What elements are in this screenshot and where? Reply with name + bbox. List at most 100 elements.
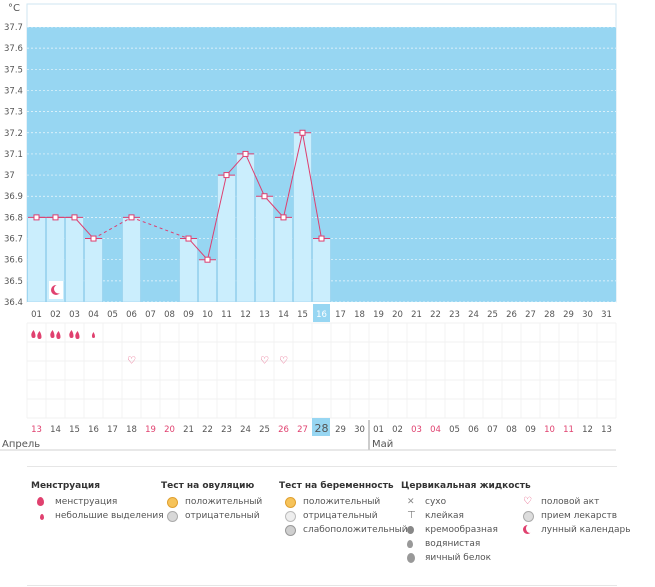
calendar-date-label: 26 bbox=[278, 425, 289, 435]
calendar-date-label: 06 bbox=[468, 425, 479, 435]
legend-item: ✕ сухо bbox=[401, 495, 531, 509]
legend-label: положительный bbox=[185, 497, 263, 507]
calendar-date-label: 04 bbox=[430, 425, 441, 435]
cycle-day-label: 04 bbox=[88, 310, 99, 320]
cycle-day-label: 30 bbox=[582, 310, 593, 320]
cycle-day-label: 02 bbox=[50, 310, 61, 320]
cycle-day-label: 06 bbox=[126, 310, 137, 320]
y-tick-label: 36.5 bbox=[4, 277, 23, 287]
y-tick-label: 36.9 bbox=[4, 192, 23, 202]
calendar-date-label: 10 bbox=[544, 425, 555, 435]
menstruation-drop-icon bbox=[75, 331, 80, 339]
legend-item: кремообразная bbox=[401, 523, 531, 537]
temperature-line-segment bbox=[74, 217, 94, 239]
legend-item: слабоположительный bbox=[279, 523, 408, 537]
legend-pregnancy-title: Тест на беременность bbox=[279, 481, 394, 491]
temperature-bar bbox=[122, 217, 141, 303]
y-unit-label: °C bbox=[8, 3, 20, 14]
calendar-date-label: 25 bbox=[259, 425, 270, 435]
drop-icon bbox=[37, 497, 47, 507]
cycle-day-label: 11 bbox=[221, 310, 232, 320]
legend-item: лунный календарь bbox=[517, 523, 631, 537]
temperature-point bbox=[71, 214, 78, 221]
temperature-bar bbox=[217, 174, 236, 303]
legend-item: отрицательный bbox=[279, 509, 408, 523]
calendar-date-label: 19 bbox=[145, 425, 156, 435]
calendar-date-label: 18 bbox=[126, 425, 137, 435]
legend-cervical-title: Цервикальная жидкость bbox=[401, 481, 531, 491]
small-drop-icon bbox=[37, 511, 47, 521]
y-tick-label: 37.6 bbox=[4, 44, 23, 54]
y-tick-label: 36.8 bbox=[4, 213, 23, 223]
temperature-bar bbox=[84, 238, 103, 303]
temperature-bar bbox=[312, 238, 331, 303]
cycle-day-label: 03 bbox=[69, 310, 80, 320]
temperature-bar bbox=[236, 153, 255, 303]
temperature-point bbox=[223, 172, 230, 179]
cycle-day-label: 25 bbox=[487, 310, 498, 320]
calendar-date-label: 11 bbox=[563, 425, 574, 435]
calendar-date-label: 05 bbox=[449, 425, 460, 435]
calendar-date-label: 29 bbox=[335, 425, 346, 435]
legend-label: прием лекарств bbox=[541, 511, 618, 521]
legend-label: отрицательный bbox=[303, 511, 378, 521]
pregnancy-negative-icon bbox=[285, 511, 296, 522]
temperature-point bbox=[128, 214, 135, 221]
legend-label: яичный белок bbox=[425, 553, 492, 563]
calendar-date-label: 24 bbox=[240, 425, 251, 435]
creamy-icon bbox=[407, 525, 417, 535]
calendar-date-label: 14 bbox=[50, 425, 61, 435]
menstruation-drop-icon bbox=[37, 331, 42, 339]
cycle-day-label: 09 bbox=[183, 310, 194, 320]
heart-icon: ♡ bbox=[279, 356, 288, 367]
temperature-bar bbox=[27, 217, 46, 303]
cycle-day-label: 22 bbox=[430, 310, 441, 320]
cycle-day-label: 05 bbox=[107, 310, 118, 320]
legend-cervical: Цервикальная жидкость ✕ сухо ⊤ клейкая кре… bbox=[401, 481, 531, 565]
temperature-line-segment bbox=[283, 132, 303, 218]
legend-item: ⊤ клейкая bbox=[401, 509, 531, 523]
cycle-day-label: 10 bbox=[202, 310, 213, 320]
legend-item: небольшие выделения bbox=[31, 509, 164, 523]
cycle-day-label: 14 bbox=[278, 310, 289, 320]
menstruation-drop-icon bbox=[69, 330, 74, 338]
legend-menstruation: Менструация менструация небольшие выделе… bbox=[31, 481, 164, 523]
calendar-date-label: 16 bbox=[88, 425, 99, 435]
temperature-line-segment bbox=[188, 238, 208, 261]
legend-ovulation: Тест на овуляцию положительный отрицател… bbox=[161, 481, 262, 523]
temperature-bar bbox=[255, 195, 274, 303]
temperature-point bbox=[261, 193, 268, 200]
legend-label: сухо bbox=[425, 497, 447, 507]
moon-icon-cut bbox=[54, 284, 63, 294]
month-label: Май bbox=[372, 439, 393, 450]
pregnancy-weak-icon bbox=[285, 525, 296, 536]
legend-item: отрицательный bbox=[161, 509, 262, 523]
heart-icon: ♡ bbox=[260, 356, 269, 367]
legend-item: положительный bbox=[161, 495, 262, 509]
cycle-day-label: 26 bbox=[506, 310, 517, 320]
cycle-day-label: 27 bbox=[525, 310, 536, 320]
legend-other: ♡ половой акт прием лекарств лунный кален… bbox=[517, 495, 631, 537]
legend-ovulation-title: Тест на овуляцию bbox=[161, 481, 255, 491]
legend-label: лунный календарь bbox=[541, 525, 631, 535]
y-tick-label: 37.7 bbox=[4, 23, 23, 33]
legend: Менструация менструация небольшие выделе… bbox=[27, 466, 631, 586]
y-tick-label: 37 bbox=[4, 171, 15, 181]
calendar-date-label: 20 bbox=[164, 425, 175, 435]
legend-item: яичный белок bbox=[401, 551, 531, 565]
legend-menstruation-title: Менструация bbox=[31, 481, 100, 491]
cycle-day-label: 23 bbox=[449, 310, 460, 320]
calendar-date-label: 30 bbox=[354, 425, 365, 435]
dry-icon: ✕ bbox=[407, 497, 415, 507]
calendar-date-label: 12 bbox=[582, 425, 593, 435]
calendar-date-label: 13 bbox=[31, 425, 42, 435]
pregnancy-positive-icon bbox=[285, 497, 296, 508]
cycle-day-label: 17 bbox=[335, 310, 346, 320]
calendar-date-label: 15 bbox=[69, 425, 80, 435]
legend-label: половой акт bbox=[541, 497, 600, 507]
cycle-day-label: 24 bbox=[468, 310, 479, 320]
temperature-bar bbox=[274, 217, 293, 303]
legend-label: водянистая bbox=[425, 539, 481, 549]
cycle-day-label: 19 bbox=[373, 310, 384, 320]
sticky-icon: ⊤ bbox=[407, 510, 416, 521]
